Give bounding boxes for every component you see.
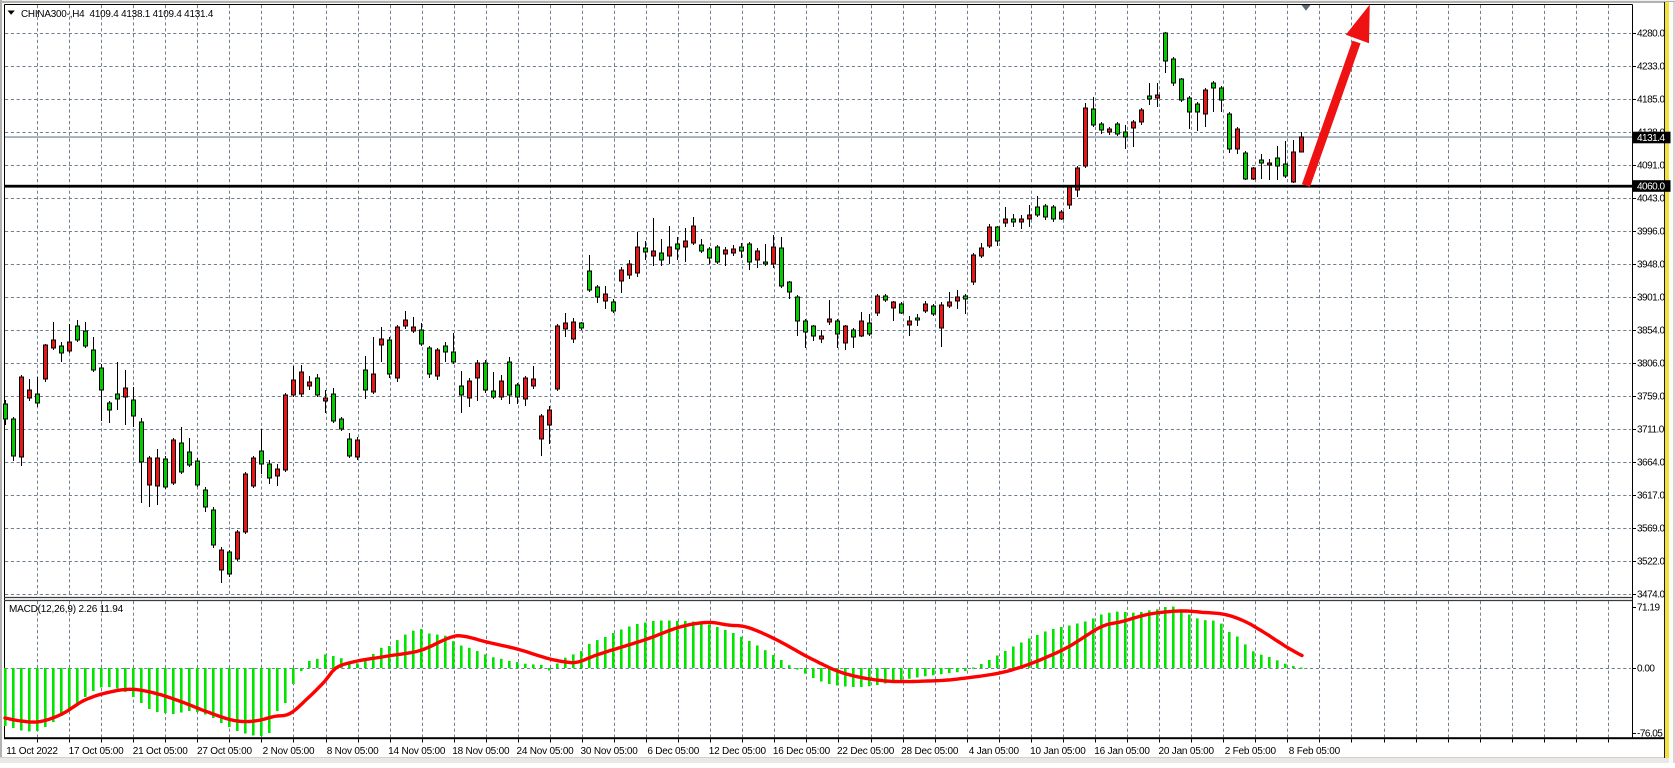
svg-text:24 Nov 05:00: 24 Nov 05:00 [516, 746, 574, 757]
svg-text:11 Oct 2022: 11 Oct 2022 [6, 746, 58, 757]
svg-text:4091.0: 4091.0 [1637, 161, 1666, 172]
svg-text:4060.0: 4060.0 [1637, 182, 1666, 193]
svg-text:8 Nov 05:00: 8 Nov 05:00 [327, 746, 379, 757]
svg-text:3854.0: 3854.0 [1637, 326, 1666, 337]
svg-text:3474.0: 3474.0 [1637, 590, 1666, 601]
svg-text:3948.0: 3948.0 [1637, 260, 1666, 271]
svg-text:3617.0: 3617.0 [1637, 491, 1666, 502]
svg-text:3901.0: 3901.0 [1637, 293, 1666, 304]
svg-text:3806.0: 3806.0 [1637, 359, 1666, 370]
svg-text:20 Jan 05:00: 20 Jan 05:00 [1158, 746, 1214, 757]
svg-text:4 Jan 05:00: 4 Jan 05:00 [969, 746, 1020, 757]
svg-text:17 Oct 05:00: 17 Oct 05:00 [69, 746, 124, 757]
svg-text:3664.0: 3664.0 [1637, 458, 1666, 469]
svg-text:14 Nov 05:00: 14 Nov 05:00 [388, 746, 446, 757]
svg-text:16 Jan 05:00: 16 Jan 05:00 [1094, 746, 1150, 757]
svg-text:4131.4: 4131.4 [1637, 133, 1666, 144]
svg-text:21 Oct 05:00: 21 Oct 05:00 [133, 746, 188, 757]
svg-text:3759.0: 3759.0 [1637, 392, 1666, 403]
svg-text:12 Dec 05:00: 12 Dec 05:00 [709, 746, 767, 757]
svg-text:4233.0: 4233.0 [1637, 62, 1666, 73]
svg-text:30 Nov 05:00: 30 Nov 05:00 [581, 746, 639, 757]
svg-text:3711.0: 3711.0 [1637, 425, 1665, 436]
svg-text:10 Jan 05:00: 10 Jan 05:00 [1030, 746, 1086, 757]
svg-text:6 Dec 05:00: 6 Dec 05:00 [647, 746, 699, 757]
svg-text:3996.0: 3996.0 [1637, 227, 1666, 238]
svg-text:2 Nov 05:00: 2 Nov 05:00 [263, 746, 315, 757]
svg-text:3522.0: 3522.0 [1637, 557, 1666, 568]
svg-text:4043.0: 4043.0 [1637, 194, 1666, 205]
svg-text:28 Dec 05:00: 28 Dec 05:00 [901, 746, 959, 757]
svg-text:18 Nov 05:00: 18 Nov 05:00 [452, 746, 510, 757]
svg-text:71.19: 71.19 [1637, 603, 1660, 614]
svg-text:2 Feb 05:00: 2 Feb 05:00 [1225, 746, 1277, 757]
svg-text:CHINA300-,H4 4109.4 4138.1 41: CHINA300-,H4 4109.4 4138.1 4109.4 4131.4 [21, 9, 214, 20]
svg-text:MACD(12,26,9) 2.26 11.94: MACD(12,26,9) 2.26 11.94 [9, 604, 124, 615]
svg-text:8 Feb 05:00: 8 Feb 05:00 [1289, 746, 1341, 757]
svg-text:22 Dec 05:00: 22 Dec 05:00 [837, 746, 895, 757]
svg-text:4185.0: 4185.0 [1637, 95, 1666, 106]
svg-text:3569.0: 3569.0 [1637, 524, 1666, 535]
svg-text:16 Dec 05:00: 16 Dec 05:00 [773, 746, 831, 757]
svg-text:-76.05: -76.05 [1637, 729, 1663, 740]
svg-text:27 Oct 05:00: 27 Oct 05:00 [197, 746, 252, 757]
svg-text:0.00: 0.00 [1637, 664, 1655, 675]
svg-text:4280.0: 4280.0 [1637, 29, 1666, 40]
